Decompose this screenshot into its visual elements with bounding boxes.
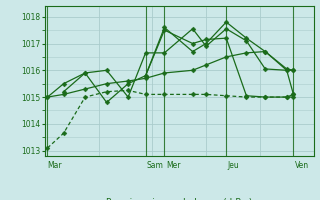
Text: Sam: Sam xyxy=(147,161,164,170)
Text: Pression niveau de la mer( hPa ): Pression niveau de la mer( hPa ) xyxy=(106,198,252,200)
Text: Mer: Mer xyxy=(166,161,180,170)
Text: Mar: Mar xyxy=(47,161,62,170)
Text: Ven: Ven xyxy=(295,161,309,170)
Text: Jeu: Jeu xyxy=(228,161,239,170)
